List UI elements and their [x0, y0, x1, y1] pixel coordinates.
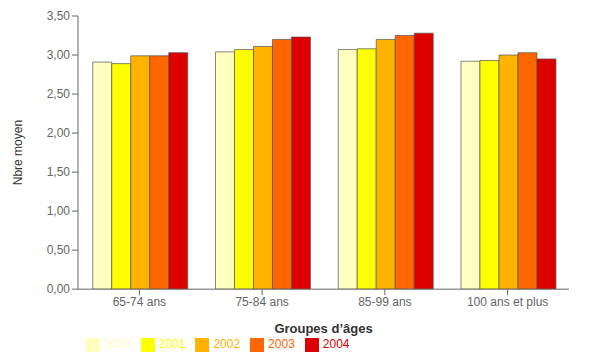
svg-text:Groupes d’âges: Groupes d’âges [274, 321, 372, 336]
svg-text:3,00: 3,00 [47, 48, 71, 62]
svg-text:65-74 ans: 65-74 ans [113, 295, 166, 309]
svg-text:1,50: 1,50 [47, 165, 71, 179]
svg-text:0,50: 0,50 [47, 243, 71, 257]
svg-text:Nbre moyen: Nbre moyen [11, 120, 25, 185]
svg-text:2,00: 2,00 [47, 126, 71, 140]
html-text:2002: 2002 [213, 337, 241, 352]
svg-text:100 ans et plus: 100 ans et plus [467, 295, 548, 309]
svg-text:0,00: 0,00 [47, 282, 71, 296]
svg-text:2,50: 2,50 [47, 87, 71, 101]
html-text:2003: 2003 [268, 337, 295, 352]
svg-text:1,00: 1,00 [47, 204, 71, 218]
html-text:2000: 2000 [104, 337, 131, 352]
svg-text:85-99 ans: 85-99 ans [358, 295, 411, 309]
svg-text:3,50: 3,50 [47, 9, 71, 23]
html-text:2001: 2001 [158, 337, 186, 352]
svg-text:75-84 ans: 75-84 ans [235, 295, 288, 309]
html-text:2004: 2004 [322, 337, 350, 352]
